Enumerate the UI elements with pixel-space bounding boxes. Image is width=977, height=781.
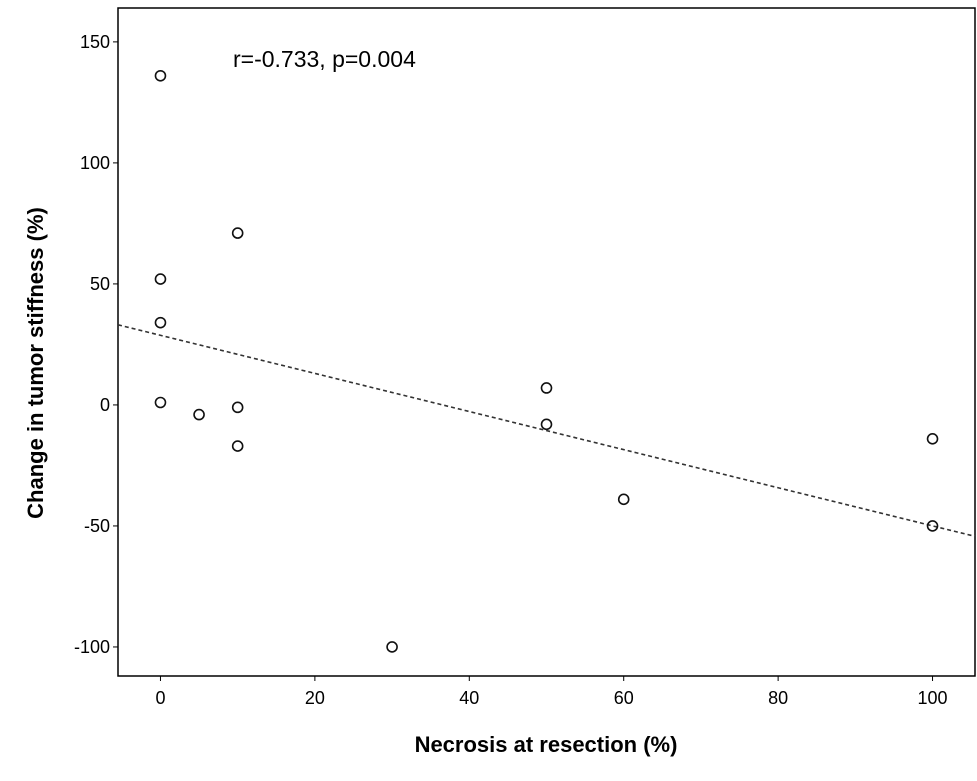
y-tick-label: -50 [84,516,110,536]
x-axis-ticks: 0 20 40 60 80 100 [155,676,948,708]
data-point [617,493,630,506]
x-tick-label: 0 [155,688,165,708]
data-points [154,69,939,653]
x-tick-label: 40 [459,688,479,708]
data-point [154,69,167,82]
data-point [154,273,167,285]
x-tick-label: 80 [768,688,788,708]
data-point [154,316,167,329]
x-tick-label: 100 [918,688,948,708]
x-tick-label: 60 [614,688,634,708]
y-tick-label: 50 [90,274,110,294]
y-tick-label: 0 [100,395,110,415]
x-axis-label: Necrosis at resection (%) [415,732,678,757]
data-point [154,396,167,409]
data-point [231,227,244,239]
regression-fit-line [117,324,976,538]
data-point [540,418,553,431]
data-point [193,408,205,421]
y-tick-label: 100 [80,153,110,173]
data-point [926,433,939,445]
data-point [540,382,553,394]
y-axis-label: Change in tumor stiffness (%) [23,207,48,519]
data-point [231,440,244,452]
data-point [386,641,398,653]
data-point [231,401,244,414]
data-point [926,520,939,532]
y-axis-ticks: -100 -50 0 50 100 150 [74,32,118,657]
plot-frame [117,7,976,677]
y-tick-label: 150 [80,32,110,52]
y-tick-label: -100 [74,637,110,657]
x-tick-label: 20 [305,688,325,708]
correlation-annotation: r=-0.733, p=0.004 [233,46,416,72]
